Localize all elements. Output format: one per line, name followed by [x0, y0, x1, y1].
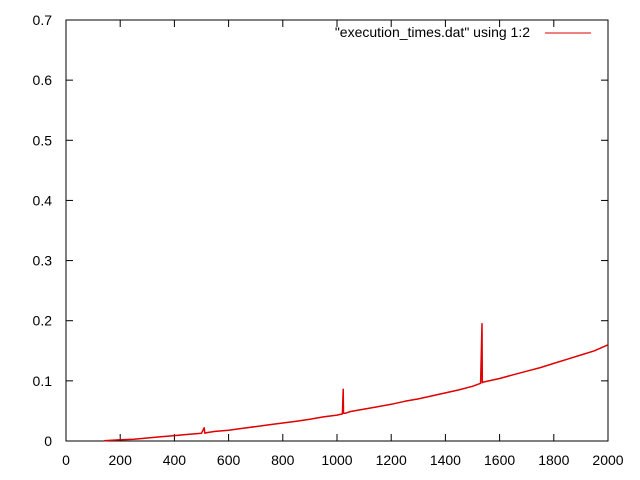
- legend: "execution_times.dat" using 1:2: [335, 24, 591, 40]
- x-axis: 0 200 400 600 800 1000 1200 1400 1600 1800 2000: [62, 20, 624, 468]
- y-axis: 0 0.1 0.2 0.3 0.4 0.5 0.6 0.7: [33, 12, 608, 449]
- x-tick-label: 1000: [321, 452, 352, 468]
- x-tick-label: 1600: [484, 452, 515, 468]
- series-layer: [103, 322, 609, 442]
- x-tick-label: 1800: [538, 452, 569, 468]
- x-tick-label: 0: [62, 452, 70, 468]
- series-line-0: [103, 322, 609, 442]
- x-tick-label: 1200: [376, 452, 407, 468]
- x-tick-label: 400: [163, 452, 187, 468]
- y-tick-label: 0.3: [33, 253, 53, 269]
- plot-frame: [65, 19, 609, 442]
- y-tick-label: 0.2: [33, 313, 53, 329]
- y-tick-label: 0.1: [33, 373, 53, 389]
- y-tick-label: 0.6: [33, 72, 53, 88]
- x-tick-label: 2000: [592, 452, 623, 468]
- y-tick-label: 0.5: [33, 132, 53, 148]
- x-tick-label: 200: [109, 452, 133, 468]
- y-tick-label: 0.4: [33, 192, 53, 208]
- y-tick-label: 0: [44, 433, 52, 449]
- legend-label: "execution_times.dat" using 1:2: [335, 24, 530, 40]
- x-tick-label: 600: [217, 452, 241, 468]
- y-tick-label: 0.7: [33, 12, 53, 28]
- x-tick-label: 800: [271, 452, 295, 468]
- x-tick-label: 1400: [430, 452, 461, 468]
